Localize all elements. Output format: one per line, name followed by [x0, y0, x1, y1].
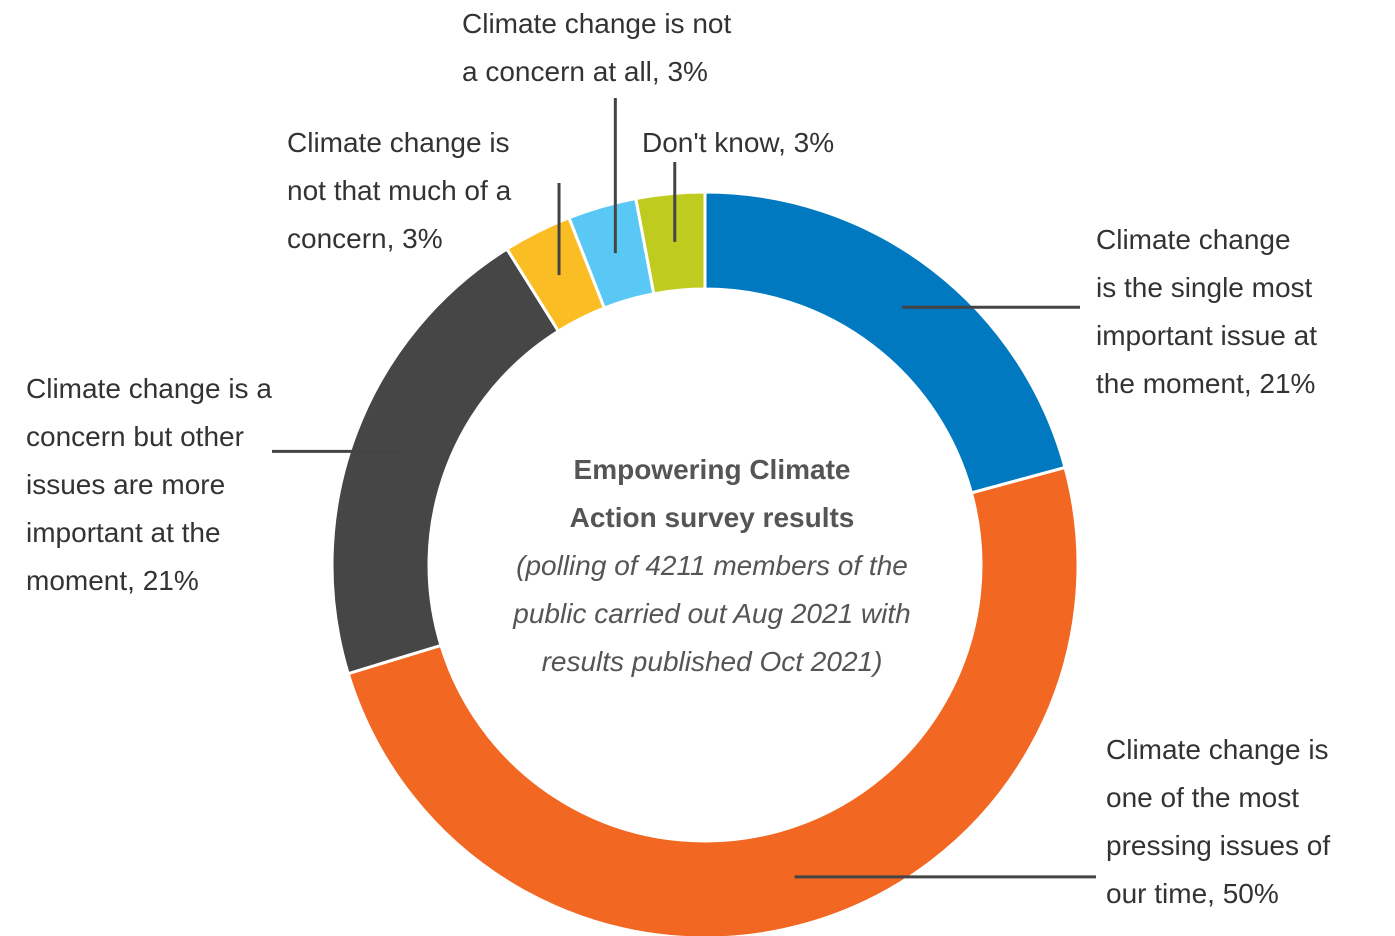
chart-center-title: Empowering Climate Action survey results [569, 454, 855, 533]
slice-label-single-most-important: Climate change is the single most import… [1096, 224, 1317, 399]
slice-label-not-at-all: Climate change is not a concern at all, … [462, 8, 732, 87]
slice-dont-know [634, 190, 707, 296]
slice-most-pressing [346, 465, 1080, 936]
slice-label-concern-but-other: Climate change is a concern but other is… [26, 373, 272, 596]
slice-label-not-that-much: Climate change is not that much of a con… [287, 127, 512, 254]
slice-label-most-pressing: Climate change is one of the most pressi… [1106, 734, 1331, 909]
slice-label-dont-know: Don't know, 3% [642, 127, 835, 158]
chart-center-subtitle: (polling of 4211 members of the public c… [513, 550, 911, 677]
